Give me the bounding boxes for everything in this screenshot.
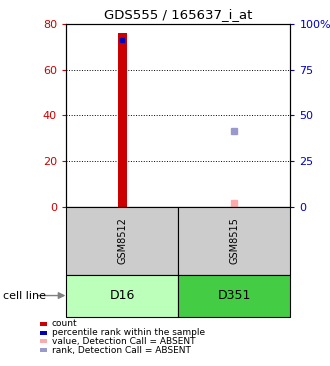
Text: D351: D351 bbox=[217, 289, 251, 302]
Title: GDS555 / 165637_i_at: GDS555 / 165637_i_at bbox=[104, 8, 252, 21]
Bar bbox=[117, 33, 127, 207]
Text: GSM8515: GSM8515 bbox=[229, 217, 239, 264]
Bar bbox=[66, 207, 178, 274]
Text: GSM8512: GSM8512 bbox=[117, 217, 127, 264]
Bar bbox=[178, 274, 290, 317]
Text: value, Detection Call = ABSENT: value, Detection Call = ABSENT bbox=[52, 337, 195, 346]
Text: cell line: cell line bbox=[3, 291, 46, 300]
Text: rank, Detection Call = ABSENT: rank, Detection Call = ABSENT bbox=[52, 346, 191, 355]
Bar bbox=[178, 207, 290, 274]
Text: percentile rank within the sample: percentile rank within the sample bbox=[52, 328, 205, 337]
Text: count: count bbox=[52, 320, 78, 328]
Text: D16: D16 bbox=[110, 289, 135, 302]
Bar bbox=[66, 274, 178, 317]
